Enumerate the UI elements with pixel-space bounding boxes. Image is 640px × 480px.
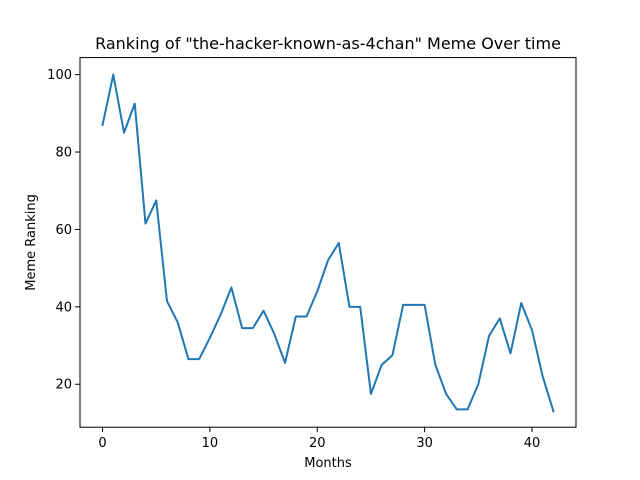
x-tick-label: 20 (309, 436, 326, 451)
y-axis-label: Meme Ranking (24, 194, 39, 291)
axes-frame (79, 57, 577, 428)
y-tick-label: 80 (55, 146, 72, 161)
x-tick-label: 0 (98, 436, 106, 451)
y-tick-label: 20 (55, 378, 72, 393)
x-axis-label: Months (304, 456, 352, 471)
x-tick-label: 40 (524, 436, 541, 451)
series-line (101, 73, 555, 413)
y-tick-label: 40 (55, 300, 72, 315)
x-tick-label: 10 (202, 436, 219, 451)
plot-area (101, 73, 555, 413)
y-tick-label: 60 (55, 223, 72, 238)
x-tick-label: 30 (416, 436, 433, 451)
chart-title: Ranking of "the-hacker-known-as-4chan" M… (95, 34, 561, 53)
axis-ticks: 0 10 20 30 40 20 40 60 80 100 (47, 68, 540, 451)
y-tick-label: 100 (47, 68, 72, 83)
